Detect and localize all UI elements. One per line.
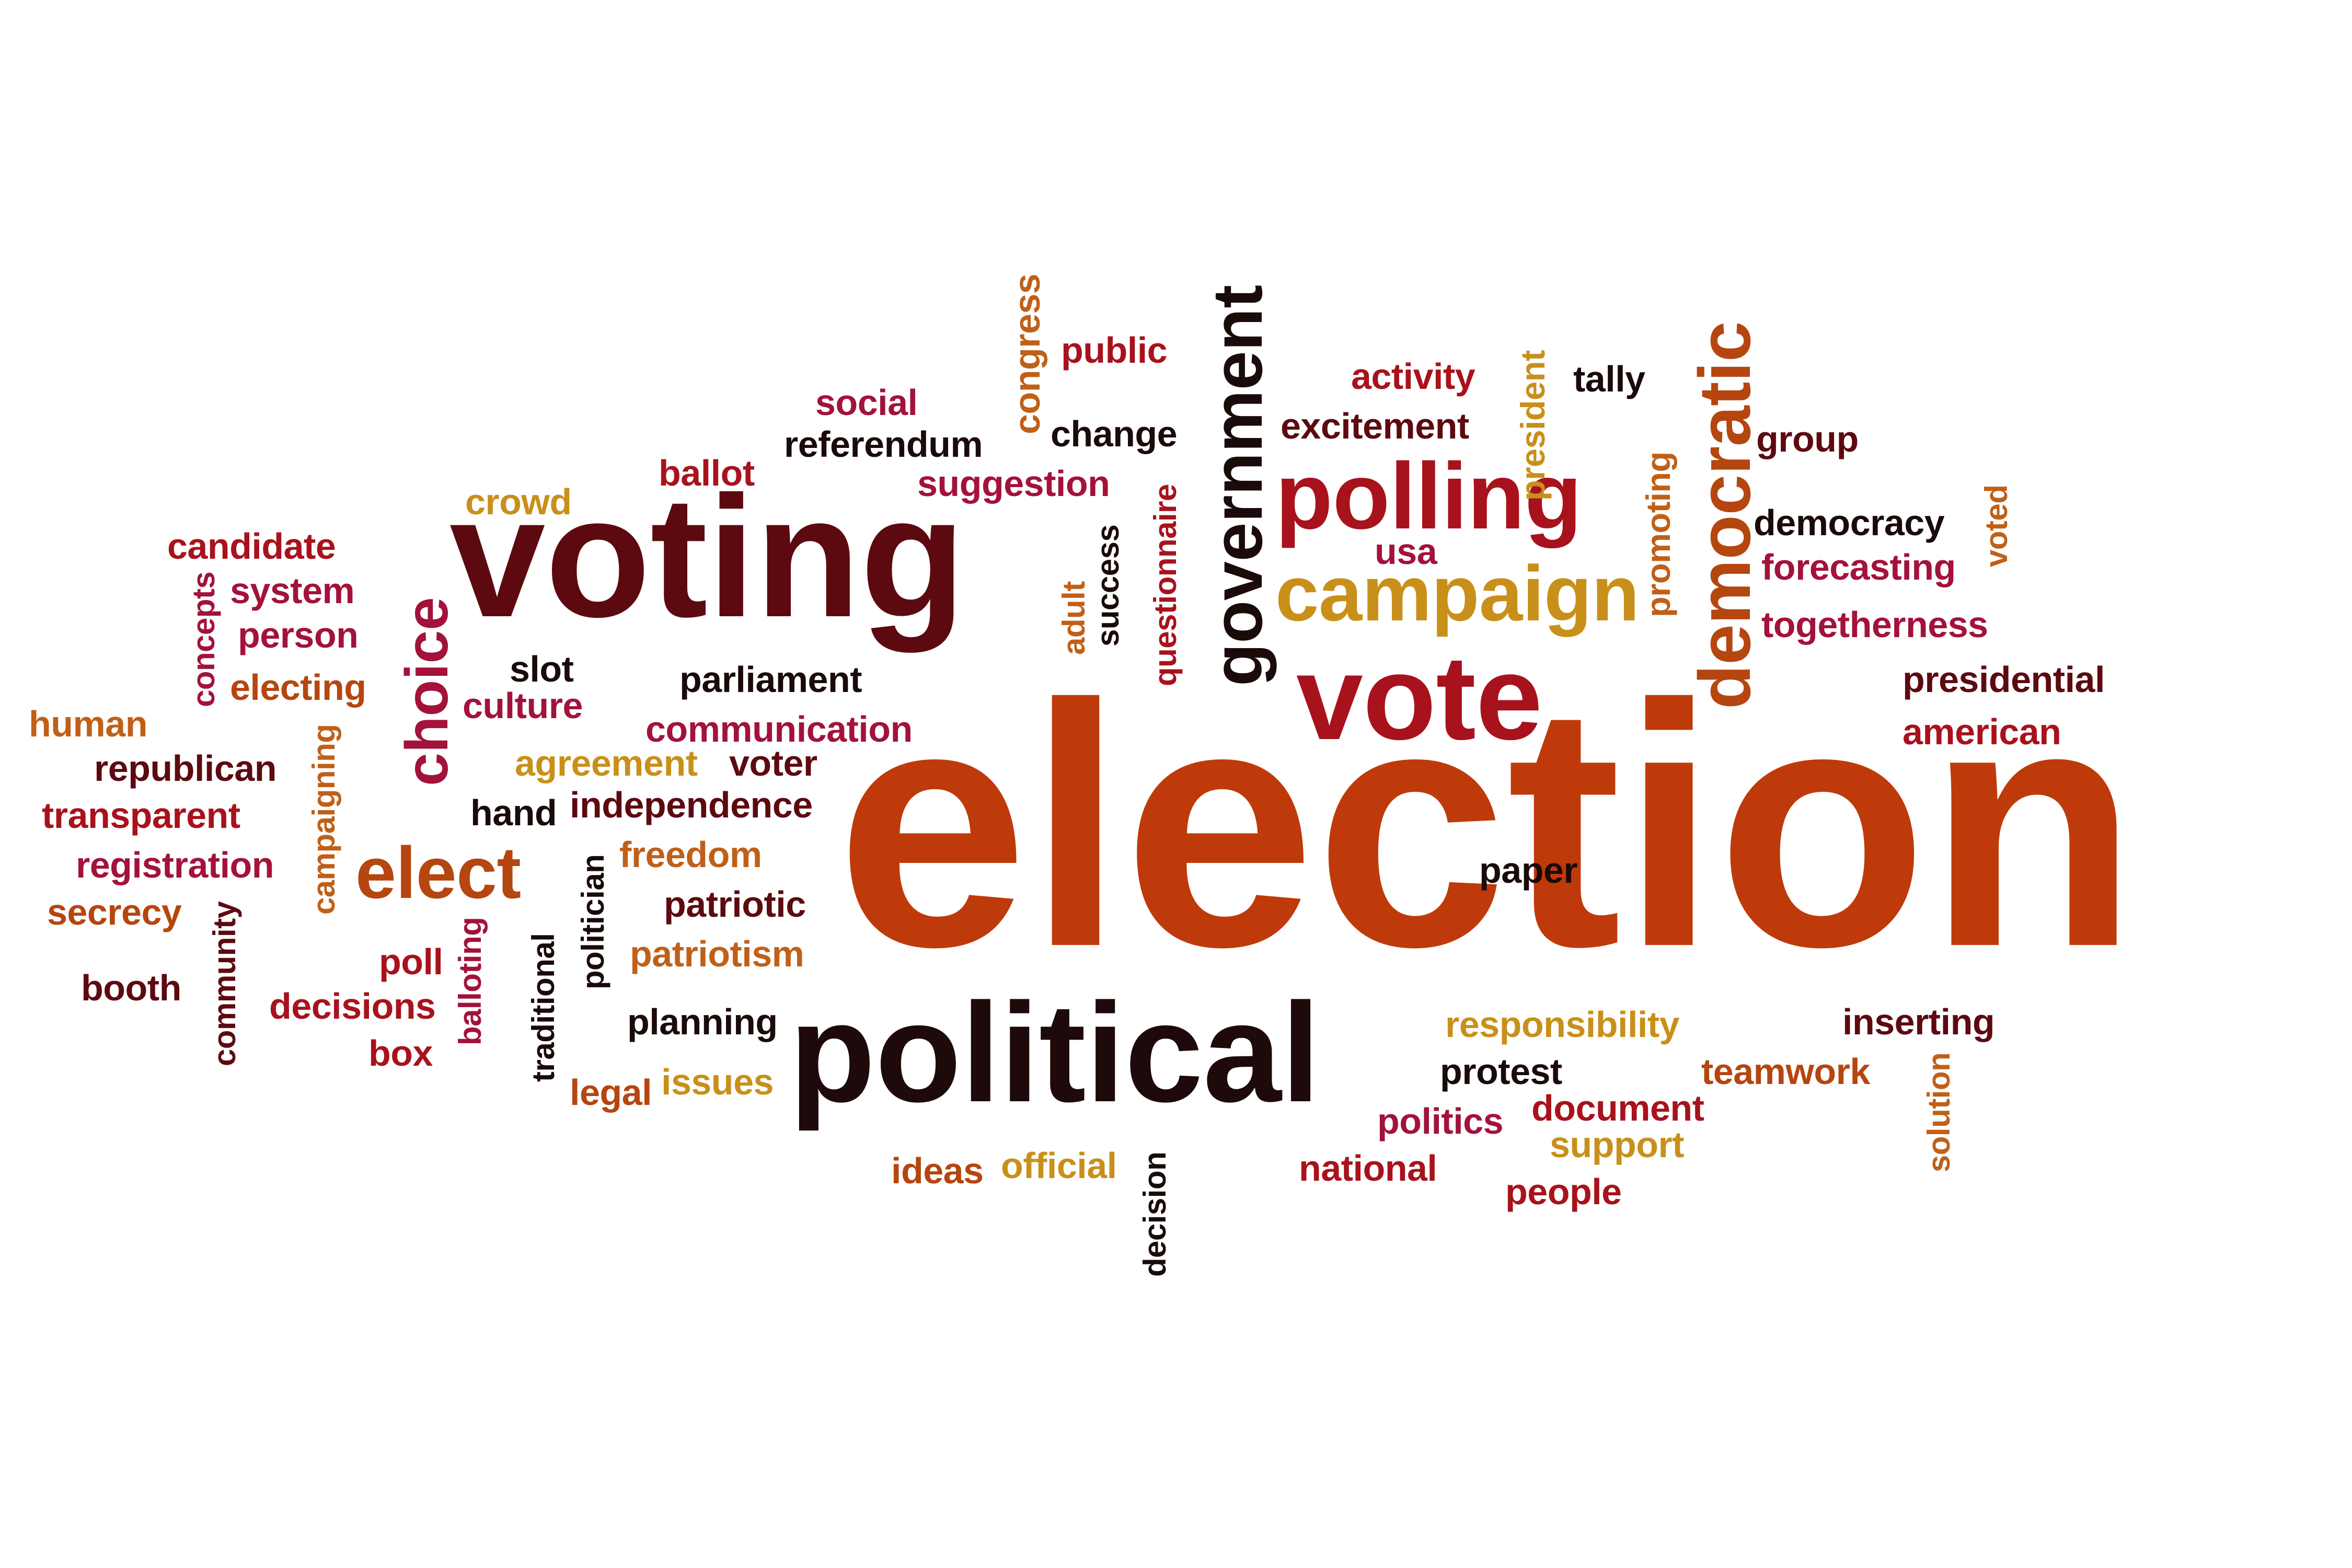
word-campaign: campaign xyxy=(1275,549,1640,637)
word-transparent: transparent xyxy=(42,795,240,836)
word-patriotic: patriotic xyxy=(664,884,806,925)
word-politics: politics xyxy=(1377,1101,1504,1142)
word-elect: elect xyxy=(355,832,521,914)
word-candidate: candidate xyxy=(167,526,336,567)
word-document: document xyxy=(1531,1088,1704,1128)
word-concepts: concepts xyxy=(186,571,221,708)
word-polling: polling xyxy=(1275,444,1582,549)
word-people: people xyxy=(1505,1171,1622,1212)
word-electing: electing xyxy=(230,667,366,708)
word-crowd: crowd xyxy=(465,481,572,522)
word-ideas: ideas xyxy=(891,1150,984,1191)
word-paper: paper xyxy=(1479,850,1578,891)
word-legal: legal xyxy=(570,1072,652,1113)
word-hand: hand xyxy=(470,792,557,833)
word-box: box xyxy=(368,1033,433,1074)
word-republican: republican xyxy=(94,748,276,789)
word-planning: planning xyxy=(627,1001,778,1042)
word-registration: registration xyxy=(76,845,274,885)
word-communication: communication xyxy=(645,709,913,750)
word-democracy: democracy xyxy=(1754,502,1945,543)
word-usa: usa xyxy=(1375,531,1437,572)
word-group: group xyxy=(1756,419,1859,459)
word-support: support xyxy=(1550,1124,1685,1165)
word-responsibility: responsibility xyxy=(1445,1004,1680,1045)
word-political: political xyxy=(789,974,1320,1132)
word-president: president xyxy=(1514,350,1552,501)
word-traditional: traditional xyxy=(526,933,561,1082)
word-excitement: excitement xyxy=(1281,406,1469,446)
word-official: official xyxy=(1001,1145,1117,1186)
word-national: national xyxy=(1299,1148,1437,1189)
word-secrecy: secrecy xyxy=(47,892,182,932)
word-election: election xyxy=(836,633,2138,1018)
word-government: government xyxy=(1198,284,1277,686)
word-success: success xyxy=(1090,524,1125,647)
word-community: community xyxy=(207,901,242,1067)
word-decisions: decisions xyxy=(269,986,436,1027)
word-forecasting: forecasting xyxy=(1761,547,1956,587)
word-parliament: parliament xyxy=(679,659,862,700)
word-adult: adult xyxy=(1056,581,1091,655)
word-decision: decision xyxy=(1137,1151,1172,1277)
word-inserting: inserting xyxy=(1842,1001,1995,1042)
word-choice: choice xyxy=(394,597,460,787)
word-voting: voting xyxy=(449,460,965,653)
word-presidential: presidential xyxy=(1903,659,2105,700)
word-teamwork: teamwork xyxy=(1701,1051,1870,1092)
word-togetherness: togetherness xyxy=(1761,604,1988,645)
word-booth: booth xyxy=(81,967,181,1008)
word-solution: solution xyxy=(1921,1052,1956,1173)
word-system: system xyxy=(230,570,355,611)
word-suggestion: suggestion xyxy=(917,463,1110,504)
word-social: social xyxy=(815,382,918,423)
word-vote: vote xyxy=(1296,630,1542,765)
word-poll: poll xyxy=(379,941,443,982)
word-balloting: balloting xyxy=(453,917,488,1045)
word-congress: congress xyxy=(1007,273,1047,435)
word-change: change xyxy=(1051,413,1178,454)
word-independence: independence xyxy=(570,785,813,825)
word-politician: politician xyxy=(575,854,610,990)
word-agreement: agreement xyxy=(515,743,698,783)
word-public: public xyxy=(1061,330,1168,371)
word-freedom: freedom xyxy=(619,834,762,875)
word-american: american xyxy=(1903,711,2061,752)
word-ballot: ballot xyxy=(659,453,755,493)
word-voted: voted xyxy=(1979,485,2014,568)
word-promoting: promoting xyxy=(1639,452,1677,618)
word-patriotism: patriotism xyxy=(630,933,804,974)
word-human: human xyxy=(29,704,147,744)
word-referendum: referendum xyxy=(784,424,983,465)
word-issues: issues xyxy=(661,1062,774,1102)
word-tally: tally xyxy=(1573,359,1645,399)
word-person: person xyxy=(238,615,359,655)
word-culture: culture xyxy=(463,685,583,726)
word-democratic: democratic xyxy=(1684,321,1766,709)
word-protest: protest xyxy=(1440,1051,1562,1092)
word-activity: activity xyxy=(1351,356,1475,397)
word-campaigning: campaigning xyxy=(306,724,341,915)
word-questionnaire: questionnaire xyxy=(1148,484,1183,687)
word-voter: voter xyxy=(729,743,817,783)
word-slot: slot xyxy=(510,649,574,689)
